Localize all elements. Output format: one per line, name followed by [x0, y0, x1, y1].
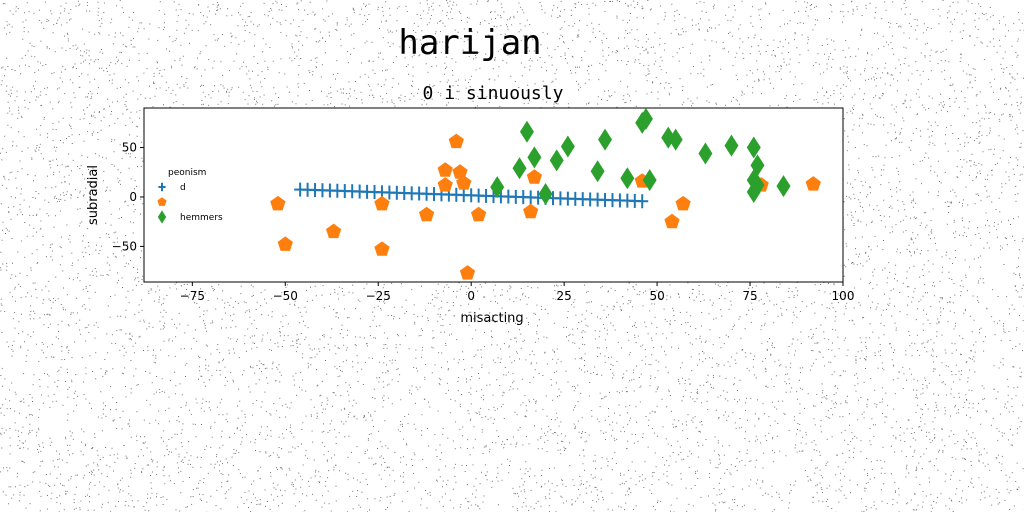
legend-label-d: d: [180, 183, 186, 193]
data-point: [526, 169, 542, 184]
legend-marker: [157, 210, 167, 224]
x-tick-label: 75: [742, 289, 757, 303]
x-tick-label: −50: [273, 289, 298, 303]
data-point: [750, 174, 765, 197]
x-axis-label: misacting: [460, 311, 523, 326]
data-point: [527, 146, 542, 169]
data-point: [456, 175, 472, 190]
plot-area: [143, 107, 844, 283]
data-point: [636, 194, 649, 209]
data-point: [471, 206, 487, 222]
x-tick-label: 25: [557, 289, 572, 303]
legend-title: peonism: [168, 168, 206, 178]
chart-subtitle: 0 i sinuously: [423, 83, 564, 104]
data-point: [675, 195, 691, 211]
data-point: [664, 213, 680, 229]
data-point: [538, 183, 553, 206]
data-point: [638, 107, 653, 130]
data-point: [549, 149, 564, 172]
y-tick-label: 0: [129, 190, 137, 204]
y-axis: −50 0 50: [112, 141, 144, 253]
data-point: [642, 169, 657, 192]
data-point: [490, 176, 505, 199]
x-tick-label: −75: [180, 289, 205, 303]
data-point: [620, 167, 635, 190]
x-tick-label: 50: [649, 289, 664, 303]
data-point: [419, 206, 435, 222]
x-tick-label: −25: [366, 289, 391, 303]
legend-markers: [157, 182, 167, 224]
data-point: [590, 160, 605, 183]
x-axis: −75 −50 −25 0 25 50 75 100: [180, 282, 855, 303]
data-point: [519, 120, 534, 143]
data-point: [459, 265, 476, 280]
data-point: [512, 157, 527, 180]
x-tick-label: 0: [467, 289, 475, 303]
data-point: [746, 136, 761, 159]
y-tick-label: −50: [112, 239, 137, 253]
y-tick-label: 50: [122, 141, 137, 155]
data-point: [598, 128, 613, 151]
data-point: [374, 241, 390, 256]
data-point: [277, 236, 293, 251]
legend-marker: [157, 197, 167, 206]
data-point: [437, 177, 453, 192]
legend: peonism d hemmers: [157, 168, 223, 224]
data-point: [523, 203, 539, 219]
data-point: [776, 175, 791, 198]
data-point: [448, 133, 464, 149]
legend-marker: [158, 182, 166, 192]
data-point: [805, 176, 821, 191]
data-point: [437, 162, 453, 177]
data-point: [750, 154, 765, 177]
data-point: [270, 195, 286, 211]
series-layer: [270, 107, 821, 280]
x-tick-label: 100: [832, 289, 855, 303]
series-hemmers: [490, 107, 791, 206]
y-axis-label: subradial: [86, 165, 101, 225]
data-point: [326, 223, 342, 239]
data-point: [560, 135, 575, 158]
legend-label-hemmers: hemmers: [180, 213, 223, 223]
chart-title: harijan: [398, 23, 541, 63]
data-point: [724, 134, 739, 157]
data-point: [668, 128, 683, 151]
data-point: [374, 195, 390, 211]
data-point: [698, 142, 713, 165]
